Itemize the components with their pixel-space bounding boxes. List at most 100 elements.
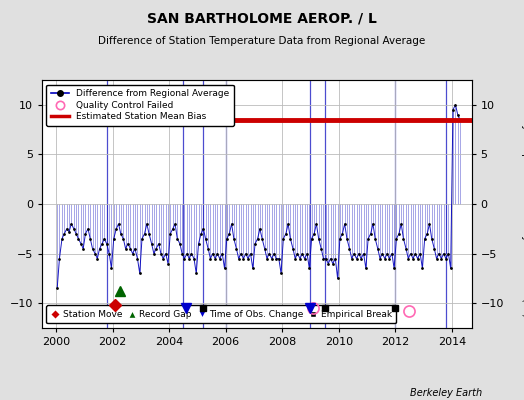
Point	[124, 240, 132, 247]
Point	[246, 250, 255, 257]
Point	[409, 255, 417, 262]
Point	[380, 255, 389, 262]
Point	[86, 236, 94, 242]
Point	[89, 246, 97, 252]
Point	[425, 221, 434, 227]
Point	[178, 250, 187, 257]
Point	[152, 246, 160, 252]
Point	[341, 221, 349, 227]
Point	[192, 270, 201, 277]
Point	[291, 255, 299, 262]
Point	[277, 270, 285, 277]
Point	[136, 270, 144, 277]
Point	[388, 250, 396, 257]
Point	[395, 230, 403, 237]
Point	[201, 236, 210, 242]
Point	[209, 250, 217, 257]
Point	[282, 230, 290, 237]
Point	[70, 226, 78, 232]
Point	[366, 230, 375, 237]
Y-axis label: Monthly Temperature Anomaly Difference (°C): Monthly Temperature Anomaly Difference (…	[521, 91, 524, 317]
Point	[399, 236, 408, 242]
Point	[169, 226, 177, 232]
Point	[326, 255, 335, 262]
Point	[180, 255, 189, 262]
Point	[298, 250, 307, 257]
Point	[359, 250, 368, 257]
Point	[218, 250, 226, 257]
Point	[232, 246, 241, 252]
Point	[234, 255, 243, 262]
Point	[305, 265, 313, 272]
Point	[183, 250, 191, 257]
Point	[286, 236, 294, 242]
Point	[204, 246, 212, 252]
Point	[164, 260, 172, 267]
Point	[270, 250, 278, 257]
Point	[449, 106, 457, 113]
Point	[345, 246, 354, 252]
Point	[138, 236, 146, 242]
Point	[446, 265, 455, 272]
Point	[364, 236, 373, 242]
Point	[390, 265, 398, 272]
Point	[265, 250, 274, 257]
Point	[119, 236, 127, 242]
Point	[416, 250, 424, 257]
Point	[55, 255, 63, 262]
Point	[248, 265, 257, 272]
Point	[81, 230, 90, 237]
Point	[223, 236, 231, 242]
Point	[53, 285, 61, 292]
Point	[95, 246, 104, 252]
Point	[362, 265, 370, 272]
Point	[220, 265, 228, 272]
Point	[211, 255, 220, 262]
Point	[385, 255, 394, 262]
Legend: Station Move, Record Gap, Time of Obs. Change, Empirical Break: Station Move, Record Gap, Time of Obs. C…	[47, 306, 396, 324]
Point	[397, 221, 406, 227]
Point	[402, 246, 410, 252]
Point	[413, 255, 422, 262]
Point	[432, 255, 441, 262]
Point	[376, 255, 384, 262]
Point	[378, 250, 387, 257]
Point	[352, 255, 361, 262]
Point	[65, 228, 73, 235]
Point	[130, 246, 139, 252]
Point	[317, 246, 325, 252]
Point	[329, 260, 337, 267]
Point	[185, 255, 193, 262]
Point	[112, 226, 121, 232]
Point	[437, 255, 445, 262]
Point	[406, 250, 414, 257]
Point	[147, 240, 156, 247]
Point	[190, 255, 198, 262]
Point	[357, 255, 365, 262]
Point	[308, 236, 316, 242]
Point	[279, 236, 288, 242]
Point	[418, 265, 427, 272]
Point	[369, 221, 377, 227]
Point	[74, 236, 83, 242]
Point	[244, 255, 252, 262]
Point	[322, 255, 330, 262]
Point	[91, 250, 99, 257]
Point	[122, 246, 130, 252]
Point	[254, 236, 262, 242]
Point	[230, 236, 238, 242]
Point	[77, 240, 85, 247]
Point	[155, 240, 163, 247]
Point	[143, 221, 151, 227]
Point	[126, 246, 135, 252]
Point	[355, 250, 363, 257]
Point	[72, 230, 80, 237]
Point	[331, 255, 340, 262]
Point	[303, 250, 311, 257]
Point	[187, 250, 195, 257]
Point	[176, 240, 184, 247]
Point	[310, 230, 319, 237]
Point	[319, 255, 328, 262]
Point	[117, 230, 125, 237]
Point	[428, 236, 436, 242]
